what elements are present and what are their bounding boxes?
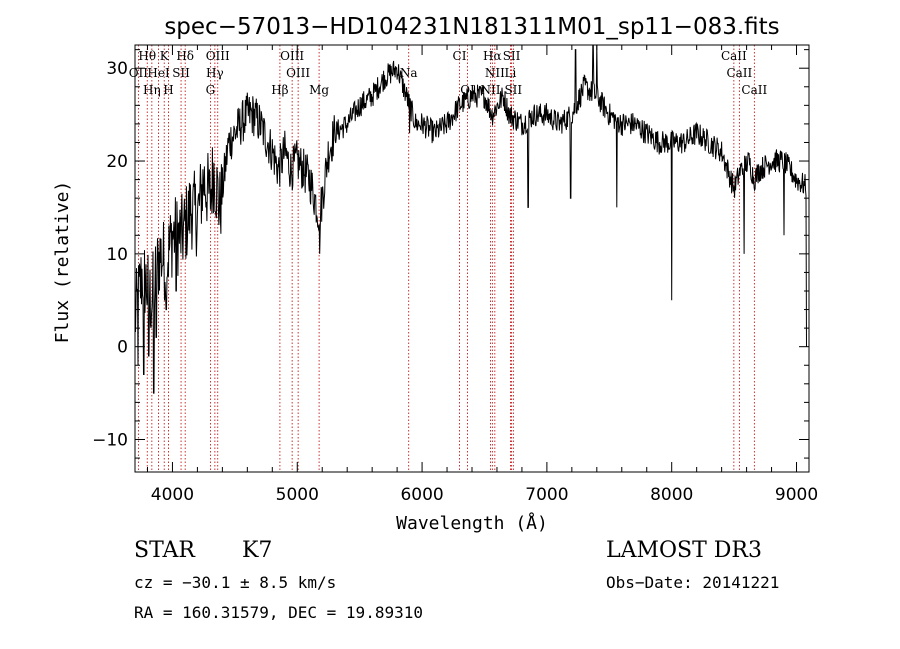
x-tick-label: 7000	[525, 485, 568, 505]
survey-name: LAMOST DR3	[606, 538, 762, 563]
spectral-line-label: OII	[129, 66, 149, 80]
x-tick-label: 4000	[151, 485, 194, 505]
spectrum-trace	[134, 44, 807, 394]
spectral-line-label: OIII	[286, 66, 310, 80]
spectral-line-label: NII	[485, 66, 505, 80]
y-tick-label: 20	[106, 152, 128, 172]
object-subclass: K7	[242, 538, 273, 563]
observation-date: Obs−Date: 20141221	[606, 573, 780, 592]
object-class: STAR	[134, 538, 195, 563]
spectral-line-markers	[137, 45, 755, 472]
y-tick-label: 0	[117, 338, 128, 358]
spectral-line-label: OI	[460, 83, 475, 97]
spectral-line-label: CI	[453, 49, 467, 63]
y-tick-label: 10	[106, 245, 128, 265]
spectral-line-label: SII	[172, 66, 190, 80]
spectral-line-label: CaII	[721, 49, 747, 63]
y-tick-label: −10	[92, 431, 128, 451]
spectral-line-label: Hα	[483, 49, 502, 63]
spectral-line-label: Hβ	[271, 83, 288, 97]
spectral-line-label: H	[163, 83, 173, 97]
spectral-line-label: Na	[400, 66, 418, 80]
spectral-line-label: HeI	[147, 66, 170, 80]
spectral-line-label: SII	[504, 83, 522, 97]
x-tick-label: 5000	[276, 485, 319, 505]
spectrum-line	[134, 44, 807, 394]
x-tick-label: 9000	[775, 485, 818, 505]
spectral-line-label: OIII	[206, 49, 230, 63]
x-axis-label: Wavelength (Å)	[396, 512, 548, 534]
coordinates-readout: RA = 160.31579, DEC = 19.89310	[134, 603, 423, 622]
spectral-line-label: Li	[505, 66, 517, 80]
spectral-line-label: Mg	[309, 83, 329, 97]
spectral-line-label: NII	[480, 83, 500, 97]
spectral-line-label: CaII	[741, 83, 767, 97]
plot-axes: 4000 5000 6000 7000 8000 9000 −10 0 10 20 30	[92, 44, 818, 505]
spectral-line-label: Hθ	[138, 49, 156, 63]
spectral-line-label: Hγ	[206, 66, 224, 80]
spectral-line-label: K	[160, 49, 170, 63]
y-tick-label: 30	[106, 59, 128, 79]
x-tick-label: 8000	[650, 485, 693, 505]
spectral-line-label: G	[206, 83, 216, 97]
spectral-line-label: CaII	[726, 66, 752, 80]
spectral-line-label: Hη	[143, 83, 161, 97]
redshift-readout: cz = −30.1 ± 8.5 km/s	[134, 573, 337, 592]
spectral-line-label: SII	[503, 49, 521, 63]
chart-title: spec−57013−HD104231N181311M01_sp11−083.f…	[164, 14, 779, 40]
x-tick-label: 6000	[400, 485, 443, 505]
plot-frame	[134, 44, 810, 473]
y-axis-label: Flux (relative)	[52, 181, 73, 344]
spectral-line-label: Hδ	[176, 49, 194, 63]
spectral-line-label: OIII	[280, 49, 304, 63]
